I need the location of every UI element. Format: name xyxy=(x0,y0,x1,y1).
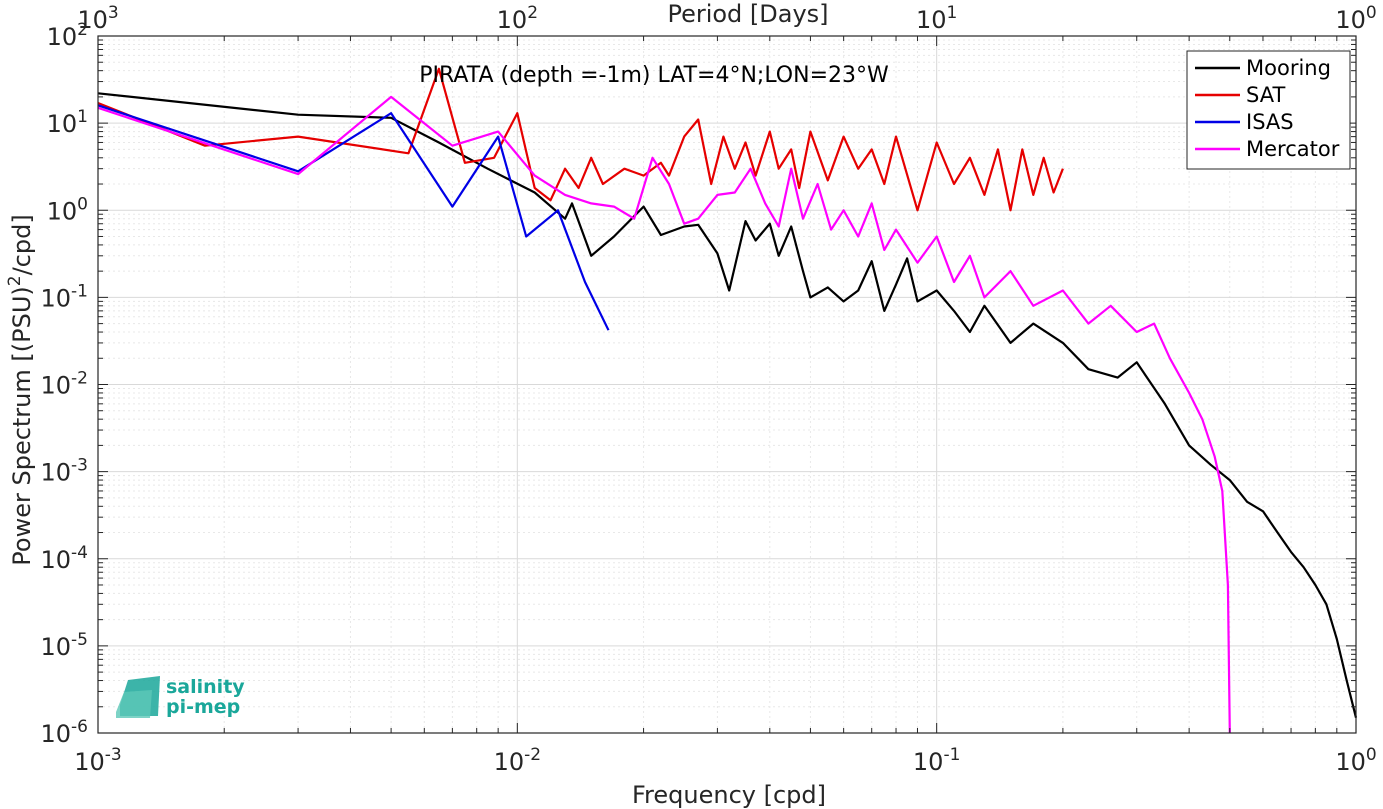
y-tick-label: 10-1 xyxy=(41,281,89,312)
x-tick-label: 100 xyxy=(1335,745,1376,776)
grid-lines xyxy=(98,36,1356,733)
y-tick-label: 10-5 xyxy=(41,630,89,661)
series-line-sat xyxy=(97,67,1064,212)
y-tick-label: 10-4 xyxy=(41,543,89,574)
y-tick-label: 100 xyxy=(47,194,88,225)
legend-label-isas: ISAS xyxy=(1246,110,1294,134)
logo-wave-back-icon xyxy=(116,690,152,718)
y-tick-label: 102 xyxy=(47,20,88,51)
series-line-mercator xyxy=(97,95,1231,734)
y-tick-label: 10-2 xyxy=(41,369,89,400)
y-tick-label: 10-3 xyxy=(41,456,89,487)
logo-text-pimep: pi-mep xyxy=(166,696,240,718)
chart-title: PIRATA (depth =-1m) LAT=4°N;LON=23°W xyxy=(419,63,889,88)
y-tick-label: 101 xyxy=(47,107,88,138)
series-lines xyxy=(97,67,1358,734)
top-tick-label: 100 xyxy=(1335,3,1376,34)
series-line-isas xyxy=(97,104,610,331)
x-tick-label: 10-3 xyxy=(74,745,122,776)
legend: Mooring SAT ISAS Mercator xyxy=(1186,50,1351,170)
x-tick-label: 10-2 xyxy=(494,745,542,776)
series-line-mooring xyxy=(97,92,1358,718)
axis-ticks xyxy=(97,35,1357,734)
salinity-pimep-logo: salinity pi-mep xyxy=(116,676,245,718)
legend-label-mercator: Mercator xyxy=(1246,137,1340,161)
legend-label-mooring: Mooring xyxy=(1246,56,1331,80)
top-tick-label: 101 xyxy=(916,3,957,34)
x-tick-label: 10-1 xyxy=(913,745,961,776)
top-axis-label: Period [Days] xyxy=(667,0,828,28)
top-tick-label: 102 xyxy=(497,3,538,34)
top-tick-label: 103 xyxy=(77,3,118,34)
y-axis-label: Power Spectrum [(PSU)2/cpd] xyxy=(5,214,36,565)
x-axis-label: Frequency [cpd] xyxy=(632,781,826,809)
legend-label-sat: SAT xyxy=(1246,83,1285,107)
y-tick-label: 10-6 xyxy=(41,717,89,748)
logo-text-salinity: salinity xyxy=(166,676,245,698)
